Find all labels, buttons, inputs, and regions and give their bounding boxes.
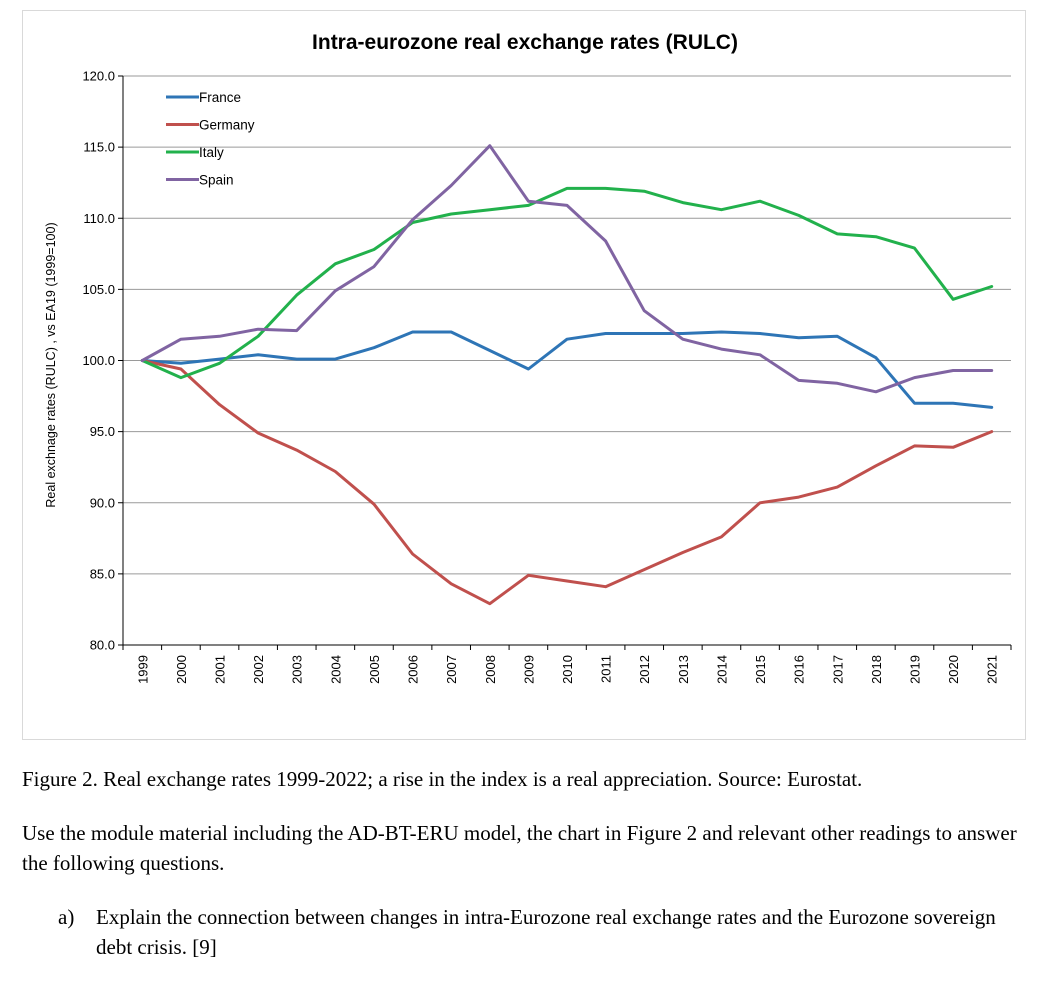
x-tick-label: 2018 xyxy=(869,655,884,684)
x-tick-label: 2007 xyxy=(444,655,459,684)
x-tick-label: 2008 xyxy=(483,655,498,684)
legend-label-germany: Germany xyxy=(199,118,255,133)
x-tick-label: 2000 xyxy=(174,655,189,684)
y-tick-label: 100.0 xyxy=(82,353,115,368)
x-tick-label: 2017 xyxy=(830,655,845,684)
series-line-france xyxy=(140,330,994,409)
y-tick-label: 120.0 xyxy=(82,69,115,84)
y-tick-label: 85.0 xyxy=(90,566,115,581)
series-line-germany xyxy=(140,359,994,606)
x-tick-label: 2015 xyxy=(753,655,768,684)
grid-lines xyxy=(123,75,1011,575)
x-tick-label: 2009 xyxy=(521,655,536,684)
y-tick-label: 80.0 xyxy=(90,638,115,653)
line-chart: Intra-eurozone real exchange rates (RULC… xyxy=(44,31,1012,684)
x-tick-label: 1999 xyxy=(135,655,150,684)
x-tick-label: 2016 xyxy=(792,655,807,684)
chart-container: Intra-eurozone real exchange rates (RULC… xyxy=(22,10,1026,740)
instructions-text: Use the module material including the AD… xyxy=(22,821,1017,875)
legend: France Germany Italy Spain xyxy=(166,90,255,188)
y-tick-label: 90.0 xyxy=(90,495,115,510)
y-tick-label: 95.0 xyxy=(90,424,115,439)
x-tick-label: 2021 xyxy=(985,655,1000,684)
x-tick-label: 2019 xyxy=(907,655,922,684)
legend-label-france: France xyxy=(199,90,241,105)
series-line-italy xyxy=(140,186,994,380)
x-tick-label: 2013 xyxy=(676,655,691,684)
figure-caption: Figure 2. Real exchange rates 1999-2022;… xyxy=(22,767,863,791)
series-lines xyxy=(140,144,994,606)
x-tick-label: 2006 xyxy=(406,655,421,684)
axes: 80.0 85.0 90.0 95.0 100.0 105.0 110.0 115.0 120.… xyxy=(82,69,1012,684)
x-tick-label: 2004 xyxy=(328,655,343,684)
x-tick-label: 2020 xyxy=(946,655,961,684)
x-tick-label: 2014 xyxy=(714,655,729,684)
x-tick-label: 2010 xyxy=(560,655,575,684)
x-tick-label: 2001 xyxy=(213,655,228,684)
y-tick-label: 110.0 xyxy=(83,211,115,226)
question-label: a) xyxy=(58,905,75,929)
question-text: Explain the connection between changes i… xyxy=(96,905,996,959)
y-tick-label: 115.0 xyxy=(83,140,115,155)
x-tick-label: 2012 xyxy=(637,655,652,684)
legend-label-spain: Spain xyxy=(199,173,234,188)
series-line-spain xyxy=(140,144,994,394)
legend-label-italy: Italy xyxy=(199,145,224,160)
x-tick-label: 2003 xyxy=(290,655,305,684)
x-tick-label: 2002 xyxy=(251,655,266,684)
y-tick-label: 105.0 xyxy=(82,282,115,297)
x-tick-label: 2011 xyxy=(599,655,614,683)
y-axis-label: Real exchnage rates (RULC) , vs EA19 (19… xyxy=(44,222,58,507)
x-tick-label: 2005 xyxy=(367,655,382,684)
chart-title: Intra-eurozone real exchange rates (RULC… xyxy=(312,31,738,54)
